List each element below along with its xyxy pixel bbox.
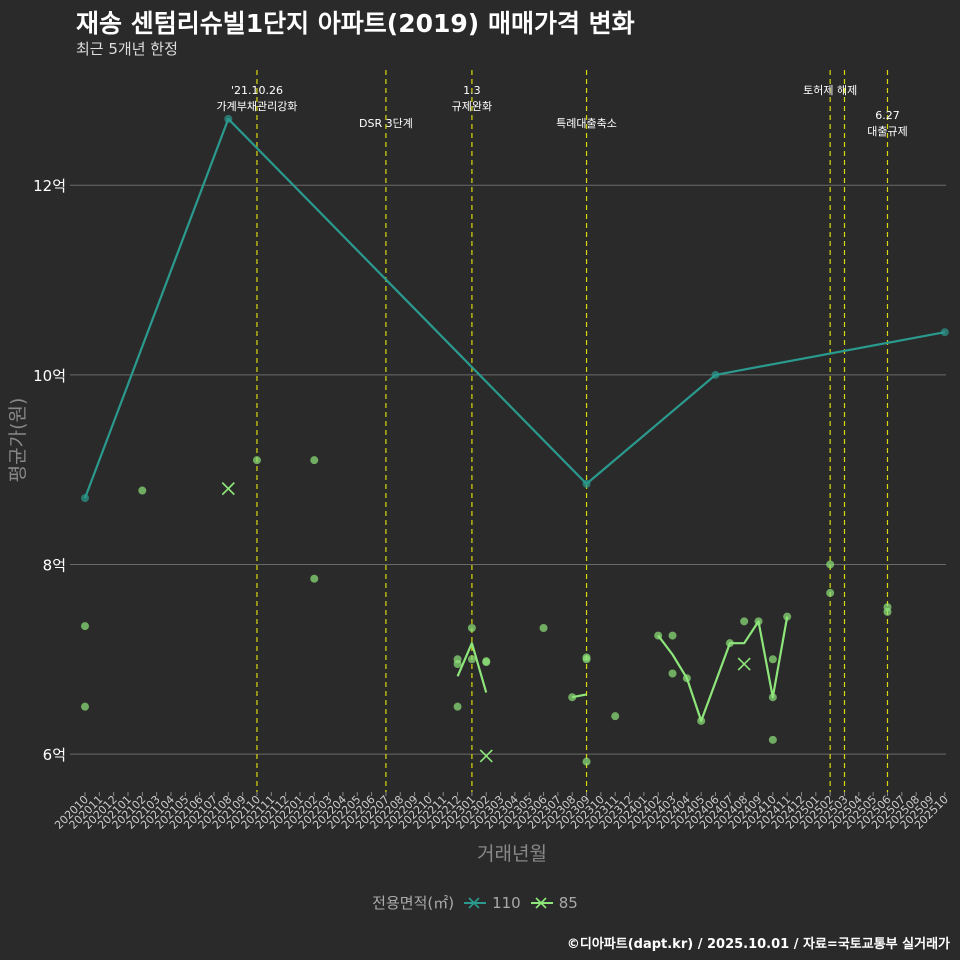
event-label: 토허제 해제 xyxy=(803,83,857,97)
event-label: 특례대출축소 xyxy=(556,117,617,130)
legend-item-85[interactable]: 85 xyxy=(530,893,578,912)
y-axis-label: 평균가(원) xyxy=(7,398,29,483)
series-line-85 xyxy=(456,642,488,693)
data-point-85 xyxy=(697,716,706,725)
data-point-85 xyxy=(310,574,319,583)
data-point-85 xyxy=(768,655,777,664)
data-point-85 xyxy=(138,486,147,495)
event-label: 대출규제 xyxy=(867,125,907,138)
mean-cross-85 xyxy=(221,482,235,496)
data-point-85 xyxy=(682,674,691,683)
y-tick-label: 6억 xyxy=(43,746,66,764)
y-tick-label: 12억 xyxy=(33,177,66,195)
legend-title: 전용면적(㎡) xyxy=(372,894,455,912)
data-point-85 xyxy=(539,623,548,632)
legend-item-110[interactable]: 110 xyxy=(464,894,521,912)
event-label: '21.10.26 xyxy=(231,84,283,97)
legend-label-85: 85 xyxy=(558,893,578,912)
data-point-110 xyxy=(582,479,591,488)
data-point-85 xyxy=(668,669,677,678)
x-axis-label: 거래년월 xyxy=(477,843,547,865)
event-label: 가계부채관리강화 xyxy=(216,100,297,113)
data-point-85 xyxy=(582,655,591,664)
chart-title: 재송 센텀리슈빌1단지 아파트(2019) 매매가격 변화 xyxy=(76,9,635,38)
data-point-85 xyxy=(81,622,89,631)
data-point-85 xyxy=(482,658,491,667)
data-point-85 xyxy=(783,612,792,621)
event-label: 1.3 xyxy=(463,84,481,97)
y-tick-label: 10억 xyxy=(33,367,66,385)
data-point-85 xyxy=(768,693,777,702)
data-point-85 xyxy=(826,588,835,597)
legend: 전용면적(㎡) 110 85 xyxy=(0,892,960,913)
event-label: DSR 3단계 xyxy=(359,117,413,130)
data-point-85 xyxy=(467,655,476,664)
data-point-85 xyxy=(310,456,319,465)
data-point-85 xyxy=(252,456,261,465)
data-point-85 xyxy=(467,623,476,632)
data-point-85 xyxy=(582,757,591,766)
data-point-85 xyxy=(654,631,663,640)
data-point-110 xyxy=(711,370,720,379)
data-point-85 xyxy=(826,560,835,569)
data-point-85 xyxy=(81,702,89,711)
data-point-85 xyxy=(768,735,777,744)
data-point-85 xyxy=(725,639,734,648)
source-caption: ©디아파트(dapt.kr) / 2025.10.01 / 자료=국토교통부 실… xyxy=(566,937,950,952)
data-point-110 xyxy=(81,494,89,503)
legend-key-85-icon xyxy=(530,896,553,909)
legend-label-110: 110 xyxy=(492,893,521,912)
data-point-85 xyxy=(883,607,892,616)
data-point-85 xyxy=(740,617,749,626)
y-tick-label: 8억 xyxy=(43,556,66,574)
data-point-85 xyxy=(754,617,763,626)
data-point-85 xyxy=(453,660,462,669)
chart-subtitle: 최근 5개년 한정 xyxy=(76,40,178,58)
data-point-110 xyxy=(940,328,949,337)
event-label: 규제완화 xyxy=(452,100,492,113)
data-point-85 xyxy=(668,631,677,640)
legend-key-110-icon xyxy=(464,896,487,909)
mean-cross-85 xyxy=(479,749,493,763)
data-point-85 xyxy=(611,712,620,721)
data-point-85 xyxy=(453,702,462,711)
series-line-110 xyxy=(83,117,946,499)
data-point-85 xyxy=(568,693,577,702)
data-point-110 xyxy=(224,114,233,123)
series-line-85 xyxy=(657,616,789,722)
mean-cross-85 xyxy=(737,657,751,671)
event-label: 6.27 xyxy=(875,109,900,122)
